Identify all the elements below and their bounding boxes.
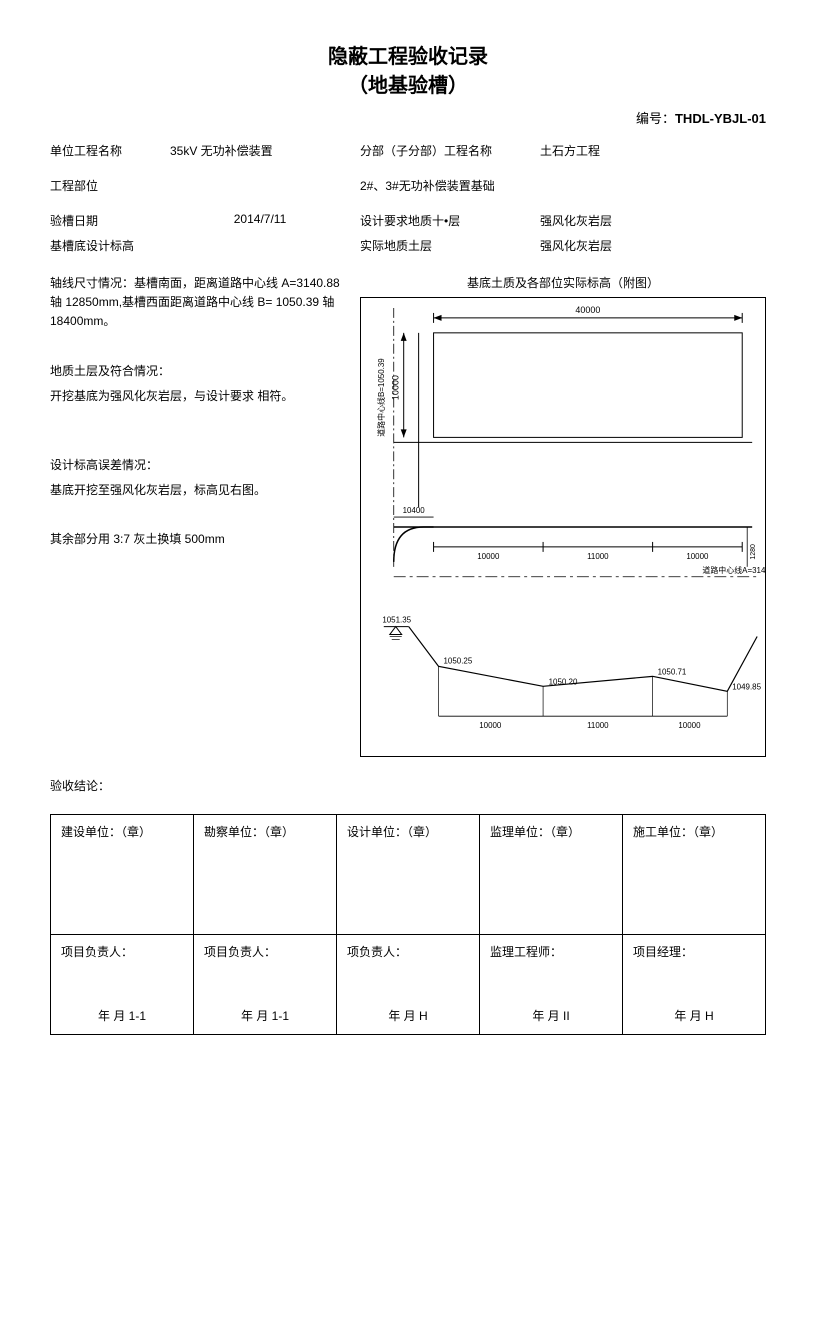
main-content: 轴线尺寸情况：基槽南面，距离道路中心线 A=3140.88 轴 12850mm,… [50,274,766,757]
seg2: 11000 [587,552,609,561]
sec-seg2: 11000 [587,721,609,730]
sig-header-1: 勘察单位：（章） [194,815,337,935]
unit-project-label: 单位工程名称 [50,142,160,159]
sig-label-3: 监理工程师： [490,945,562,959]
info-row-2: 工程部位 2#、3#无功补偿装置基础 [50,177,766,194]
sig-label-2: 项负责人： [347,945,407,959]
signature-table: 建设单位：（章） 勘察单位：（章） 设计单位：（章） 监理单位：（章） 施工单位… [50,814,766,1035]
diagram-svg: 40000 道路中心线B=1050.39 10000 [361,298,765,756]
sig-cell-3: 监理工程师： 年 月 II [480,935,623,1035]
title-block: 隐蔽工程验收记录 （地基验槽） [50,40,766,98]
actual-geology-label: 实际地质土层 [360,237,530,254]
sig-date-4: 年 月 H [623,1007,765,1024]
unit-project-value: 35kV 无功补偿装置 [170,142,350,159]
elev4: 1049.85 [732,682,761,691]
sig-header-3: 监理单位：（章） [480,815,623,935]
date-label: 验槽日期 [50,212,160,229]
diagram-title: 基底土质及各部位实际标高（附图） [360,274,766,291]
seg1: 10000 [477,552,500,561]
doc-number-label: 编号： [636,111,675,126]
sig-cell-4: 项目经理： 年 月 H [623,935,766,1035]
sig-cell-2: 项负责人： 年 月 H [337,935,480,1035]
sig-cell-0: 项目负责人： 年 月 1-1 [51,935,194,1035]
centerline-label: 道路中心线A=3140.88 [702,565,765,575]
info-row-1: 单位工程名称 35kV 无功补偿装置 分部（子分部）工程名称 土石方工程 [50,142,766,159]
part-value: 2#、3#无功补偿装置基础 [360,177,690,194]
fill-text: 其余部分用 3:7 灰土换填 500mm [50,530,350,549]
elev0: 1051.35 [382,616,411,625]
right-small: 1280 [750,544,757,560]
elev1: 1050.25 [444,656,473,665]
title-sub: （地基验槽） [50,69,766,98]
sig-header-4: 施工单位：（章） [623,815,766,935]
sig-label-0: 项目负责人： [61,945,133,959]
diagram-box: 40000 道路中心线B=1050.39 10000 [360,297,766,757]
doc-number-value: THDL-YBJL-01 [675,111,766,126]
conclusion-label: 验收结论： [50,777,766,794]
sec-seg3: 10000 [678,721,701,730]
geology-text: 开挖基底为强风化灰岩层，与设计要求 相符。 [50,387,350,406]
sig-cell-1: 项目负责人： 年 月 1-1 [194,935,337,1035]
sec-seg1: 10000 [479,721,502,730]
right-column: 基底土质及各部位实际标高（附图） 40000 道路中心线B=1050.39 10… [360,274,766,757]
elev3: 1050.71 [658,667,687,676]
elevation-heading: 设计标高误差情况： [50,456,350,473]
design-geology-label: 设计要求地质十•层 [360,212,530,229]
sub-project-value: 土石方工程 [540,142,690,159]
design-geology-value: 强风化灰岩层 [540,212,690,229]
sig-date-3: 年 月 II [480,1007,622,1024]
left-offset: 10400 [403,506,426,515]
geology-heading: 地质土层及符合情况： [50,362,350,379]
sig-label-4: 项目经理： [633,945,693,959]
left-column: 轴线尺寸情况：基槽南面，距离道路中心线 A=3140.88 轴 12850mm,… [50,274,360,757]
elevation-text: 基底开挖至强风化灰岩层，标高见右图。 [50,481,350,500]
sig-date-1: 年 月 1-1 [194,1007,336,1024]
info-row-3: 验槽日期 2014/7/11 设计要求地质十•层 强风化灰岩层 [50,212,766,229]
sig-date-2: 年 月 H [337,1007,479,1024]
axis-text: 轴线尺寸情况：基槽南面，距离道路中心线 A=3140.88 轴 12850mm,… [50,274,350,332]
title-main: 隐蔽工程验收记录 [50,40,766,69]
sig-date-0: 年 月 1-1 [51,1007,193,1024]
sig-label-1: 项目负责人： [204,945,276,959]
left-dim: 10000 [391,375,401,400]
elevation-label: 基槽底设计标高 [50,237,160,254]
elev2: 1050.20 [549,677,578,686]
top-dim: 40000 [575,305,600,315]
doc-number: 编号：THDL-YBJL-01 [50,108,766,127]
date-value: 2014/7/11 [170,212,350,226]
actual-geology-value: 强风化灰岩层 [540,237,690,254]
info-row-4: 基槽底设计标高 实际地质土层 强风化灰岩层 [50,237,766,254]
sub-project-label: 分部（子分部）工程名称 [360,142,530,159]
seg3: 10000 [686,552,709,561]
vert-label: 道路中心线B=1050.39 [376,358,386,437]
sig-header-2: 设计单位：（章） [337,815,480,935]
sig-header-0: 建设单位：（章） [51,815,194,935]
part-label: 工程部位 [50,177,160,194]
